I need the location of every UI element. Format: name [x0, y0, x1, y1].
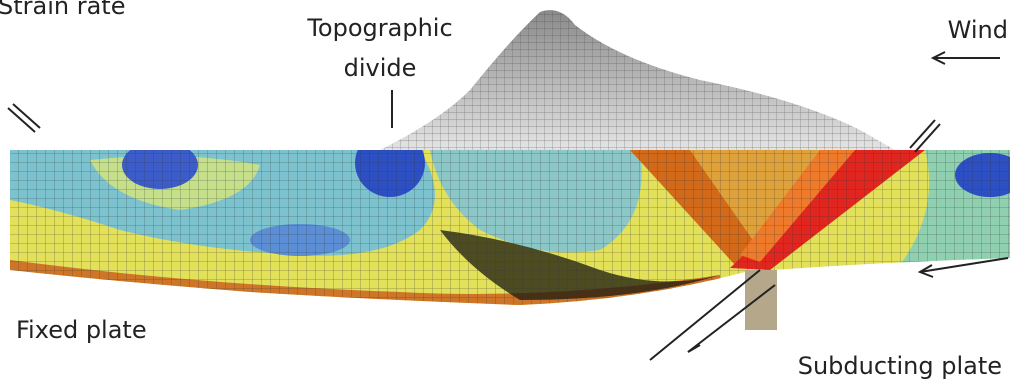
divide-label-line1: Topographic: [306, 14, 452, 42]
wind-label: Wind: [948, 16, 1008, 44]
subducting-plate-label: Subducting plate: [798, 352, 1002, 380]
diagram: Strain rate Topographic divide Wind Fixe…: [0, 0, 1012, 384]
page: {"labels": { "strain_rate": "Strain rate…: [0, 0, 1012, 384]
strain-rate-label: Strain rate: [0, 0, 125, 20]
strain-band: [0, 129, 1012, 320]
fixed-plate-label: Fixed plate: [16, 316, 147, 344]
divide-label-line2: divide: [344, 54, 417, 82]
mountain: [380, 10, 895, 150]
